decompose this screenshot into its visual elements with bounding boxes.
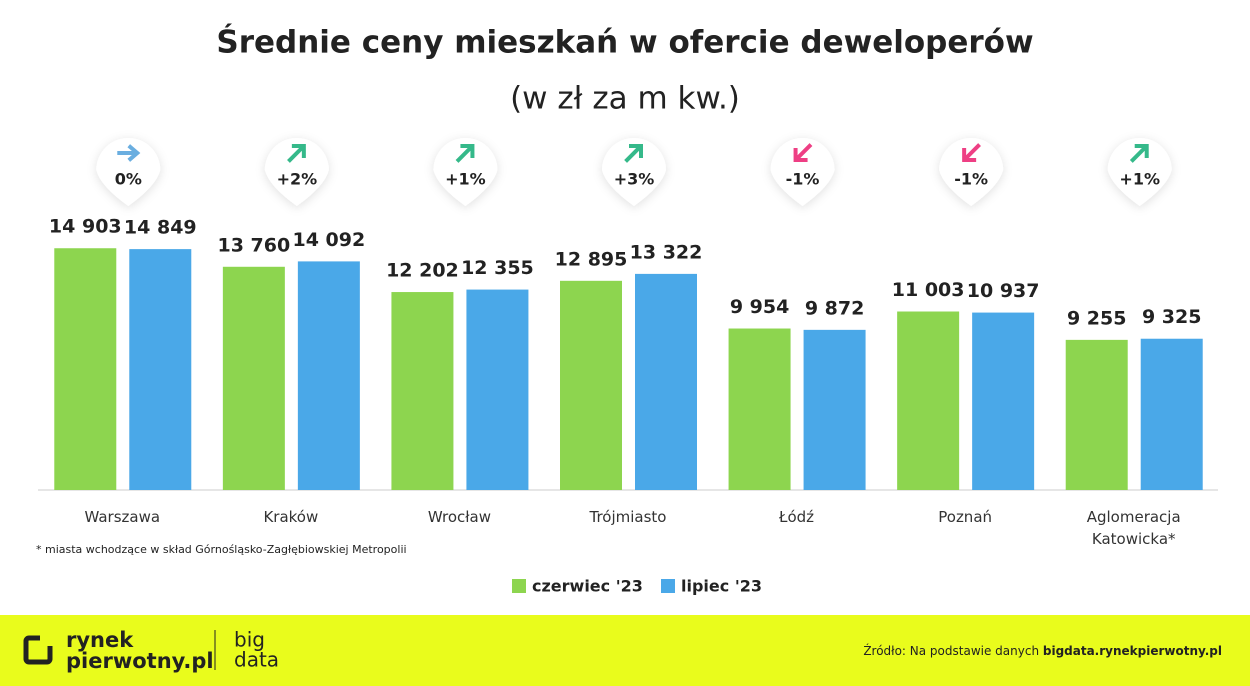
footnote: * miasta wchodzące w skład Górnośląsko-Z…	[36, 543, 407, 556]
value-label: 9 954	[730, 296, 790, 318]
bar	[1065, 339, 1128, 490]
source-link: bigdata.rynekpierwotny.pl	[1043, 644, 1222, 658]
change-badge: +1%	[1107, 138, 1172, 206]
value-label: 14 849	[124, 217, 197, 239]
legend-label: lipiec '23	[681, 577, 762, 596]
value-label: 9 255	[1067, 307, 1127, 329]
bar	[897, 311, 960, 490]
bar	[560, 280, 622, 490]
bar	[466, 289, 529, 490]
change-badge: +3%	[602, 138, 666, 206]
legend-label: czerwiec '23	[532, 577, 643, 596]
x-tick-label: Łódź	[779, 508, 815, 526]
change-label: -1%	[786, 170, 820, 189]
value-label: 9 325	[1142, 306, 1202, 328]
badge-shape	[1107, 138, 1172, 206]
change-arrow	[624, 144, 643, 163]
change-label: +3%	[614, 170, 655, 189]
change-label: +1%	[445, 170, 486, 189]
badge-shape	[939, 138, 1004, 206]
value-label: 13 322	[630, 241, 703, 263]
x-tick-label: Trójmiasto	[589, 508, 667, 526]
badge-shape	[770, 138, 835, 206]
value-label: 12 355	[461, 257, 534, 279]
logo-cut	[40, 630, 56, 646]
logo-data: data	[234, 648, 279, 672]
source-prefix: Źródło: Na podstawie danych	[863, 643, 1043, 658]
bar	[728, 328, 791, 490]
value-label: 10 937	[967, 280, 1040, 302]
change-label: +2%	[277, 170, 318, 189]
value-label: 11 003	[892, 279, 965, 301]
change-label: +1%	[1119, 170, 1160, 189]
value-label: 14 903	[49, 216, 122, 238]
logo-top: rynek	[66, 628, 134, 652]
change-arrow	[962, 143, 981, 162]
badge-shape	[264, 138, 329, 206]
bar	[1140, 338, 1203, 490]
bar	[129, 249, 192, 490]
x-tick-label: Warszawa	[84, 508, 161, 526]
bar	[391, 292, 454, 490]
footer-band	[0, 615, 1250, 686]
change-arrow	[793, 143, 813, 162]
value-label: 13 760	[217, 234, 290, 256]
bar	[635, 273, 697, 490]
legend-swatch	[661, 579, 675, 593]
change-arrow	[1129, 144, 1149, 163]
x-tick-label: Kraków	[263, 508, 319, 526]
source: Źródło: Na podstawie danych bigdata.ryne…	[863, 643, 1222, 658]
change-label: 0%	[115, 170, 142, 189]
badge-shape	[96, 138, 161, 206]
x-tick-label: Aglomeracja Katowicka*	[1086, 508, 1181, 548]
change-badge: 0%	[96, 138, 161, 206]
value-label: 9 872	[805, 297, 865, 319]
change-arrow	[287, 144, 306, 163]
badge-shape	[433, 138, 498, 206]
logo-big: big	[234, 628, 265, 652]
chart-subtitle: (w zł za m kw.)	[510, 81, 740, 117]
logo-icon	[23, 635, 53, 665]
change-arrow	[117, 144, 141, 162]
bar	[803, 329, 866, 490]
value-label: 14 092	[292, 229, 365, 251]
change-badge: -1%	[939, 138, 1004, 206]
badge-shape	[602, 138, 666, 206]
value-label: 12 202	[386, 260, 459, 282]
bar	[297, 261, 360, 490]
bar	[222, 266, 285, 490]
logo-bottom: pierwotny.pl	[66, 649, 214, 673]
change-badge: -1%	[770, 138, 835, 206]
bar	[972, 312, 1035, 490]
legend-swatch	[512, 579, 526, 593]
change-badge: +2%	[264, 138, 329, 206]
x-tick-label: Poznań	[938, 508, 993, 526]
chart-title: Średnie ceny mieszkań w ofercie dewelope…	[216, 24, 1033, 61]
x-tick-label: Wrocław	[427, 508, 491, 526]
change-label: -1%	[954, 170, 988, 189]
change-badge: +1%	[433, 138, 498, 206]
change-arrow	[455, 144, 475, 163]
bar	[54, 248, 117, 490]
value-label: 12 895	[555, 248, 628, 270]
